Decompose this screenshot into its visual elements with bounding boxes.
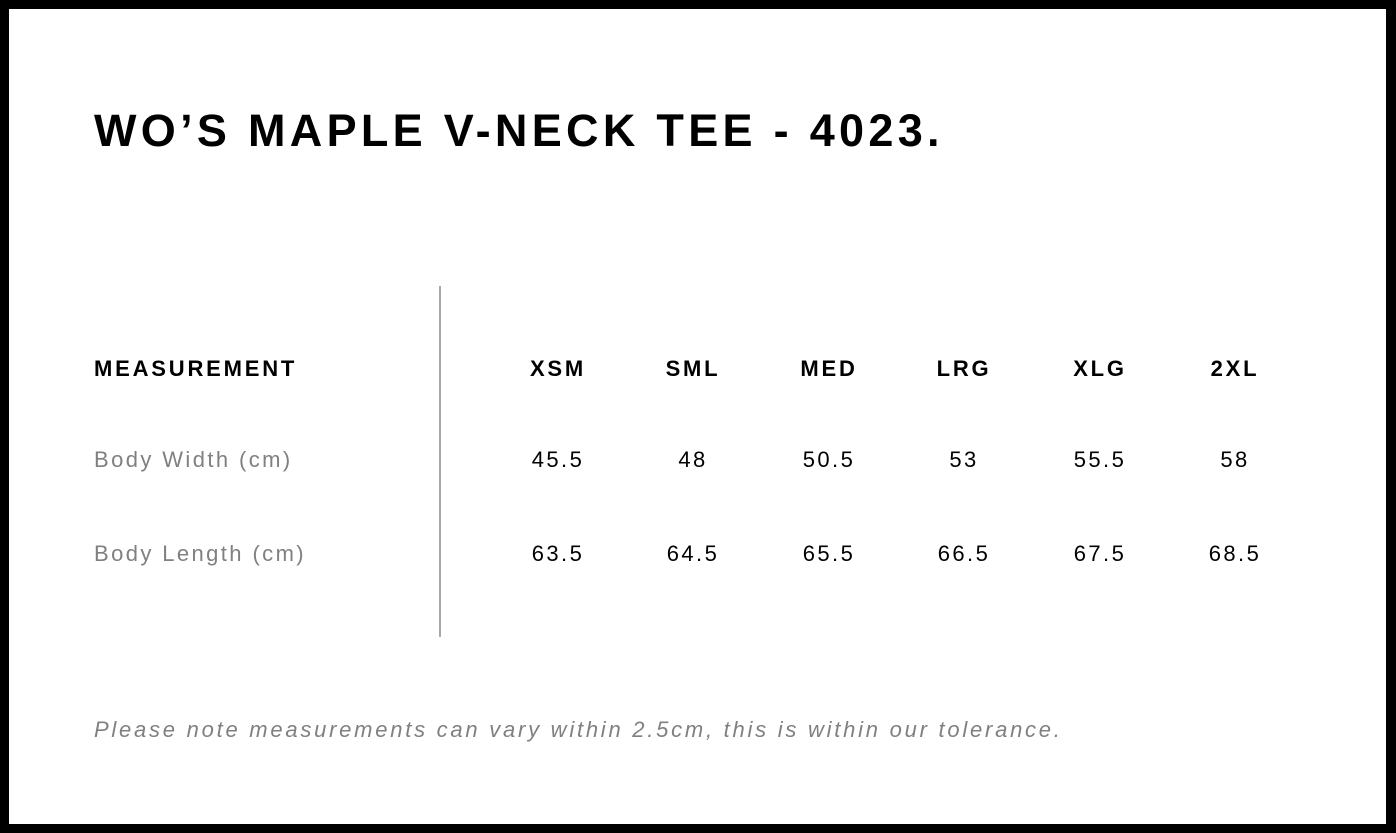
table-cell: 55.5 xyxy=(1073,447,1127,472)
row-label: Body Width (cm) xyxy=(94,447,293,472)
table-cell: 66.5 xyxy=(937,541,991,566)
column-divider xyxy=(439,286,441,637)
table-cell: 64.5 xyxy=(666,541,720,566)
page-title: WO’S MAPLE V-NECK TEE - 4023. xyxy=(94,105,944,156)
header-size: MED xyxy=(800,356,858,381)
size-chart-card: WO’S MAPLE V-NECK TEE - 4023. MEASUREMEN… xyxy=(9,9,1386,824)
header-size: 2XL xyxy=(1210,356,1260,381)
table-cell: 50.5 xyxy=(802,447,856,472)
header-size: XSM xyxy=(529,356,587,381)
table-cell: 53 xyxy=(949,447,979,472)
header-size: XLG xyxy=(1073,356,1127,381)
table-cell: 58 xyxy=(1220,447,1250,472)
table-cell: 65.5 xyxy=(802,541,856,566)
table-cell: 67.5 xyxy=(1073,541,1127,566)
header-size: LRG xyxy=(936,356,992,381)
tolerance-note: Please note measurements can vary within… xyxy=(94,717,1063,742)
table-cell: 68.5 xyxy=(1208,541,1262,566)
header-size: SML xyxy=(665,356,721,381)
row-label: Body Length (cm) xyxy=(94,541,307,566)
header-measurement: MEASUREMENT xyxy=(94,356,298,381)
table-cell: 48 xyxy=(678,447,708,472)
table-cell: 45.5 xyxy=(531,447,585,472)
table-cell: 63.5 xyxy=(531,541,585,566)
